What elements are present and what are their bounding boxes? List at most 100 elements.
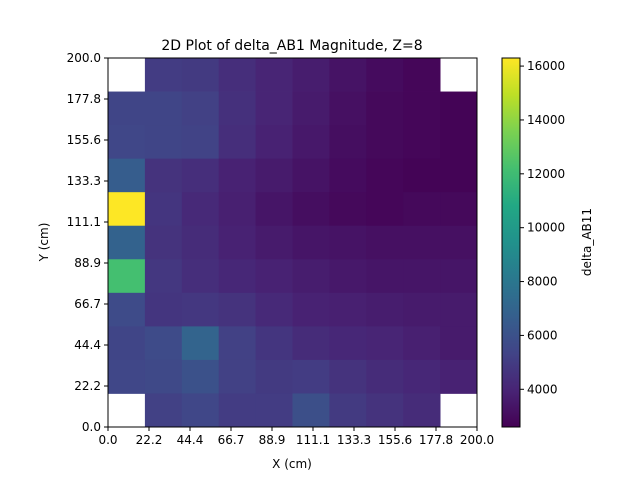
heatmap-cell [403,292,441,327]
colorbar-tick-label: 16000 [527,59,565,73]
heatmap-cell [144,58,183,92]
y-tick-label: 111.1 [67,215,101,229]
heatmap-cell [329,58,367,92]
heatmap-cell [181,359,220,394]
heatmap-cell [218,192,256,227]
y-tick-label: 177.8 [67,92,101,106]
heatmap-cell [292,393,330,428]
x-tick-label: 44.4 [177,433,204,447]
heatmap-cell [329,393,367,428]
heatmap-cell [255,192,293,227]
heatmap-cell [144,158,183,193]
heatmap-cell [218,58,256,92]
heatmap-cell [181,91,220,126]
colorbar-tick-label: 12000 [527,167,565,181]
heatmap-cell [108,225,146,260]
heatmap-cell [329,326,367,361]
chart-title: 2D Plot of delta_AB1 Magnitude, Z=8 [161,38,422,54]
y-tick-label: 22.2 [74,379,101,393]
heatmap-cell [366,359,404,394]
heatmap-cell [181,292,220,327]
x-tick-label: 66.7 [218,433,245,447]
heatmap-cell [403,393,441,428]
heatmap-cell [440,225,478,260]
heatmap-cell [218,125,256,160]
heatmap-cell [403,192,441,227]
heatmap-cell [218,158,256,193]
heatmap-cell [144,393,183,428]
x-tick-label: 177.8 [419,433,453,447]
x-axis: 0.0 22.2 44.4 66.7 88.9 111.1 133.3 155.6 177.8 2… [98,427,494,447]
heatmap-cell [292,225,330,260]
colorbar-tick-label: 14000 [527,113,565,127]
heatmap-cell [218,359,256,394]
heatmap-cell [440,359,478,394]
heatmap-cell [366,192,404,227]
heatmap-cell [181,393,220,428]
heatmap-cell [255,91,293,126]
heatmap-cell [403,58,441,92]
heatmap-cell [329,359,367,394]
heatmap-cell [255,225,293,260]
heatmap-cell [440,192,478,227]
heatmap-cell [255,259,293,294]
heatmap-cell [329,125,367,160]
heatmap-cell [440,158,478,193]
heatmap-cell [440,326,478,361]
heatmap-cell [181,158,220,193]
colorbar [501,57,521,428]
heatmap-cell [292,292,330,327]
heatmap-cell [329,91,367,126]
heatmap-cell [255,125,293,160]
colorbar-label: delta_AB11 [580,208,594,276]
heatmap-cell [403,91,441,126]
heatmap-cell [181,259,220,294]
x-axis-label: X (cm) [272,457,312,471]
heatmap-cell [108,192,146,227]
heatmap-cell [181,192,220,227]
y-tick-label: 133.3 [67,174,101,188]
x-tick-label: 200.0 [460,433,494,447]
y-tick-label: 44.4 [74,338,101,352]
heatmap-cell [181,58,220,92]
heatmap-cell [329,292,367,327]
heatmap-cell [440,91,478,126]
heatmap-cell [292,192,330,227]
heatmap-cell [108,292,146,327]
heatmap-cell [255,393,293,428]
heatmap-cell [108,125,146,160]
colorbar-tick-label: 4000 [527,382,558,396]
heatmap-cell [144,326,183,361]
x-tick-label: 22.2 [136,433,163,447]
heatmap-cell [366,225,404,260]
heatmap-cell [255,292,293,327]
heatmap-cell [403,225,441,260]
y-tick-label: 155.6 [67,133,101,147]
heatmap-cell [255,58,293,92]
colorbar-tick-label: 10000 [527,221,565,235]
heatmap-cell [144,225,183,260]
heatmap-cell [292,58,330,92]
heatmap-cell [108,91,146,126]
heatmap-cell [181,326,220,361]
plot-frame [107,57,478,428]
heatmap-cell [255,158,293,193]
heatmap-cell [181,125,220,160]
heatmap-cell [329,259,367,294]
heatmap-cell [255,326,293,361]
heatmap-cell [144,125,183,160]
colorbar-tick-label: 6000 [527,328,558,342]
heatmap-cell [144,359,183,394]
x-tick-label: 88.9 [259,433,286,447]
heatmap-cell [292,158,330,193]
x-tick-label: 155.6 [378,433,412,447]
colorbar-tick-label: 8000 [527,275,558,289]
heatmap-cell [218,292,256,327]
heatmap-cell [366,292,404,327]
y-tick-label: 66.7 [74,297,101,311]
x-tick-label: 111.1 [296,433,330,447]
heatmap-cell [366,393,404,428]
heatmap-cell [218,225,256,260]
heatmap-cell [403,158,441,193]
